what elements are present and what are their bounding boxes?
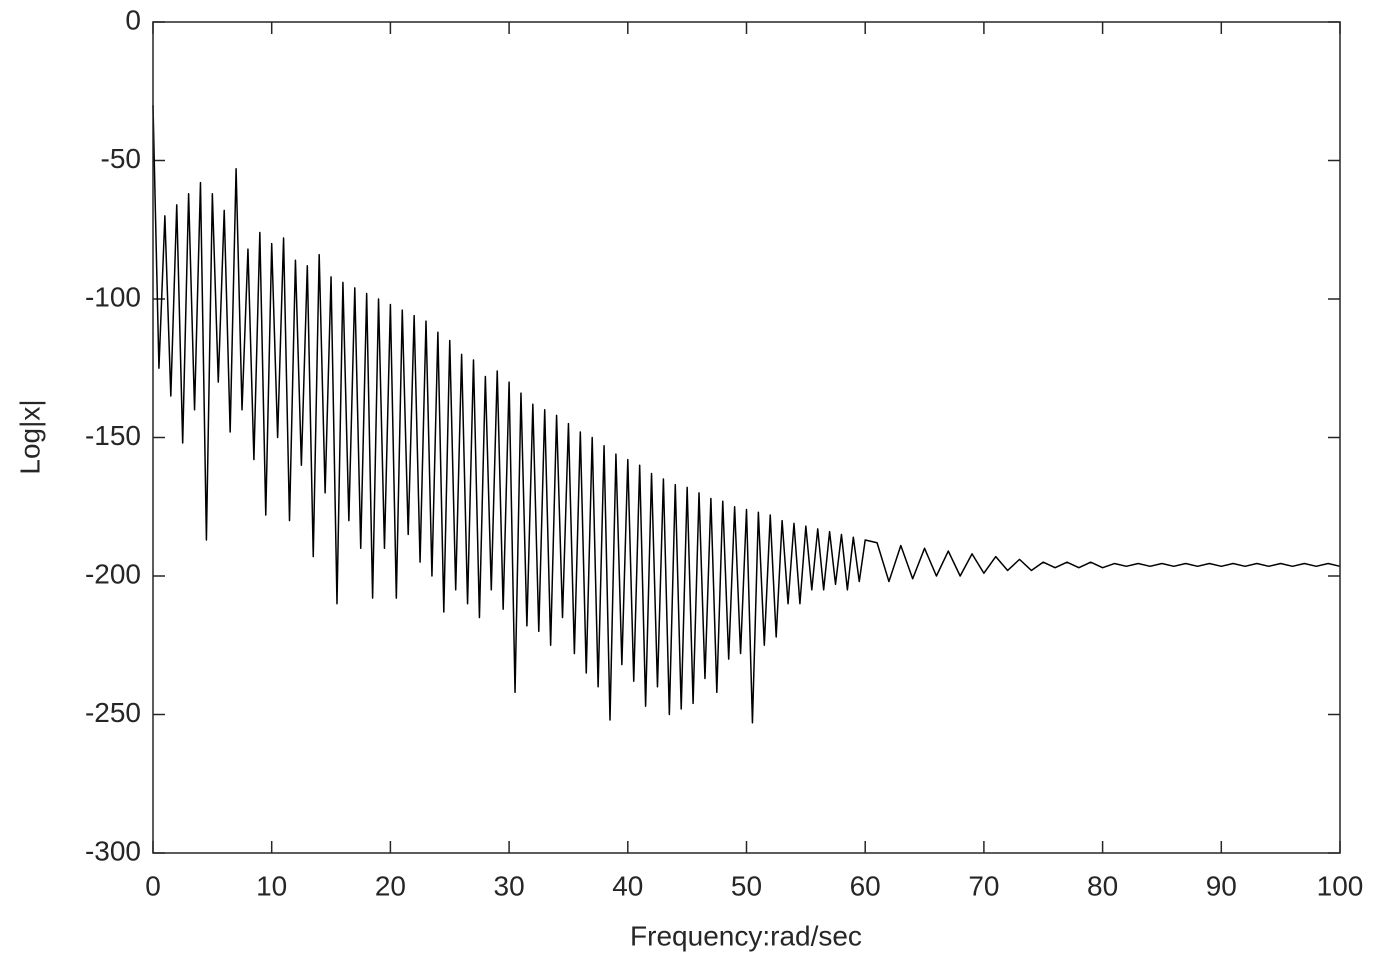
- x-axis-label: Frequency:rad/sec: [630, 920, 862, 951]
- x-tick-label: 30: [494, 870, 525, 901]
- y-tick-label: -150: [85, 420, 141, 451]
- x-tick-label: 40: [612, 870, 643, 901]
- plot-frame: [152, 21, 1341, 854]
- x-tick-label: 70: [968, 870, 999, 901]
- y-tick-label: -200: [85, 558, 141, 589]
- x-tick-label: 60: [850, 870, 881, 901]
- x-tick-label: 0: [145, 870, 161, 901]
- y-tick-label: -50: [101, 143, 141, 174]
- data-line: [152, 105, 1341, 724]
- y-tick-label: -100: [85, 281, 141, 312]
- y-axis-label: Log|x|: [14, 399, 45, 474]
- y-tick-label: -250: [85, 697, 141, 728]
- x-tick-label: 20: [375, 870, 406, 901]
- x-tick-label: 80: [1087, 870, 1118, 901]
- y-tick-label: -300: [85, 835, 141, 866]
- x-tick-label: 10: [256, 870, 287, 901]
- x-tick-label: 90: [1206, 870, 1237, 901]
- x-tick-label: 100: [1317, 870, 1364, 901]
- y-tick-label: 0: [125, 4, 141, 35]
- x-tick-label: 50: [731, 870, 762, 901]
